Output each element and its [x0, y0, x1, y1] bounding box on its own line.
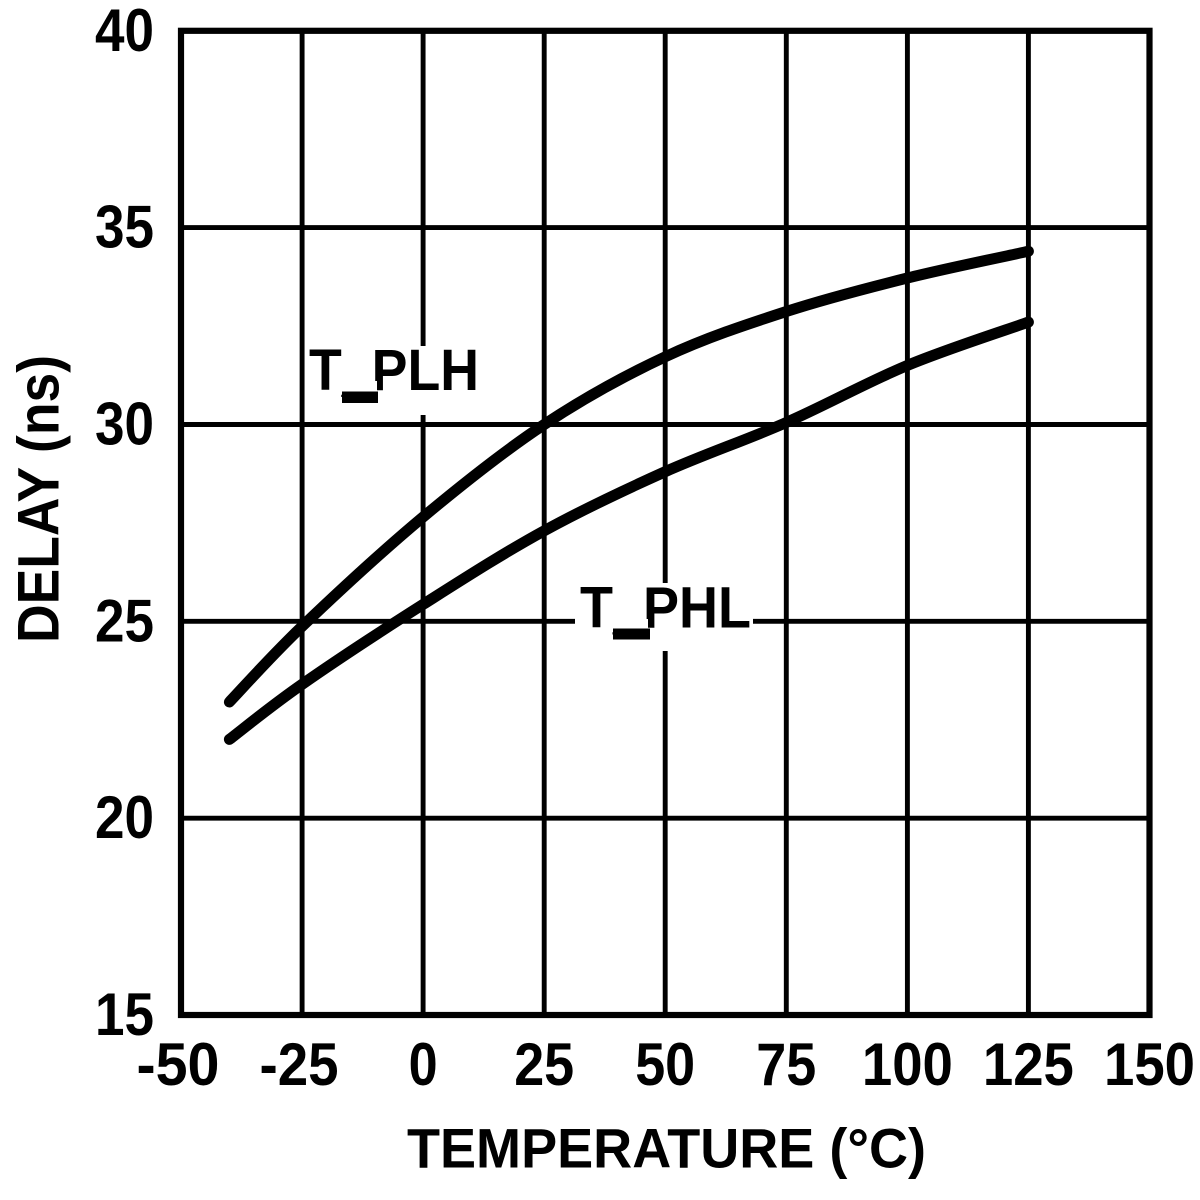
svg-text:35: 35 — [95, 194, 154, 261]
svg-text:125: 125 — [983, 1031, 1074, 1098]
svg-text:TEMPERATURE (°C): TEMPERATURE (°C) — [407, 1117, 926, 1180]
svg-text:40: 40 — [95, 0, 154, 64]
svg-text:25: 25 — [95, 587, 154, 654]
svg-text:30: 30 — [95, 391, 154, 458]
svg-text:T_PLH: T_PLH — [309, 338, 479, 403]
svg-text:15: 15 — [95, 981, 154, 1048]
svg-text:50: 50 — [635, 1031, 695, 1098]
svg-text:-25: -25 — [260, 1031, 339, 1098]
svg-text:-50: -50 — [137, 1031, 220, 1098]
svg-text:0: 0 — [409, 1031, 438, 1098]
svg-text:25: 25 — [514, 1031, 574, 1098]
svg-text:150: 150 — [1104, 1031, 1195, 1098]
svg-text:20: 20 — [95, 784, 154, 851]
svg-text:75: 75 — [756, 1031, 816, 1098]
svg-text:100: 100 — [862, 1031, 953, 1098]
svg-text:DELAY (ns): DELAY (ns) — [7, 355, 72, 643]
svg-text:T_PHL: T_PHL — [580, 576, 751, 641]
